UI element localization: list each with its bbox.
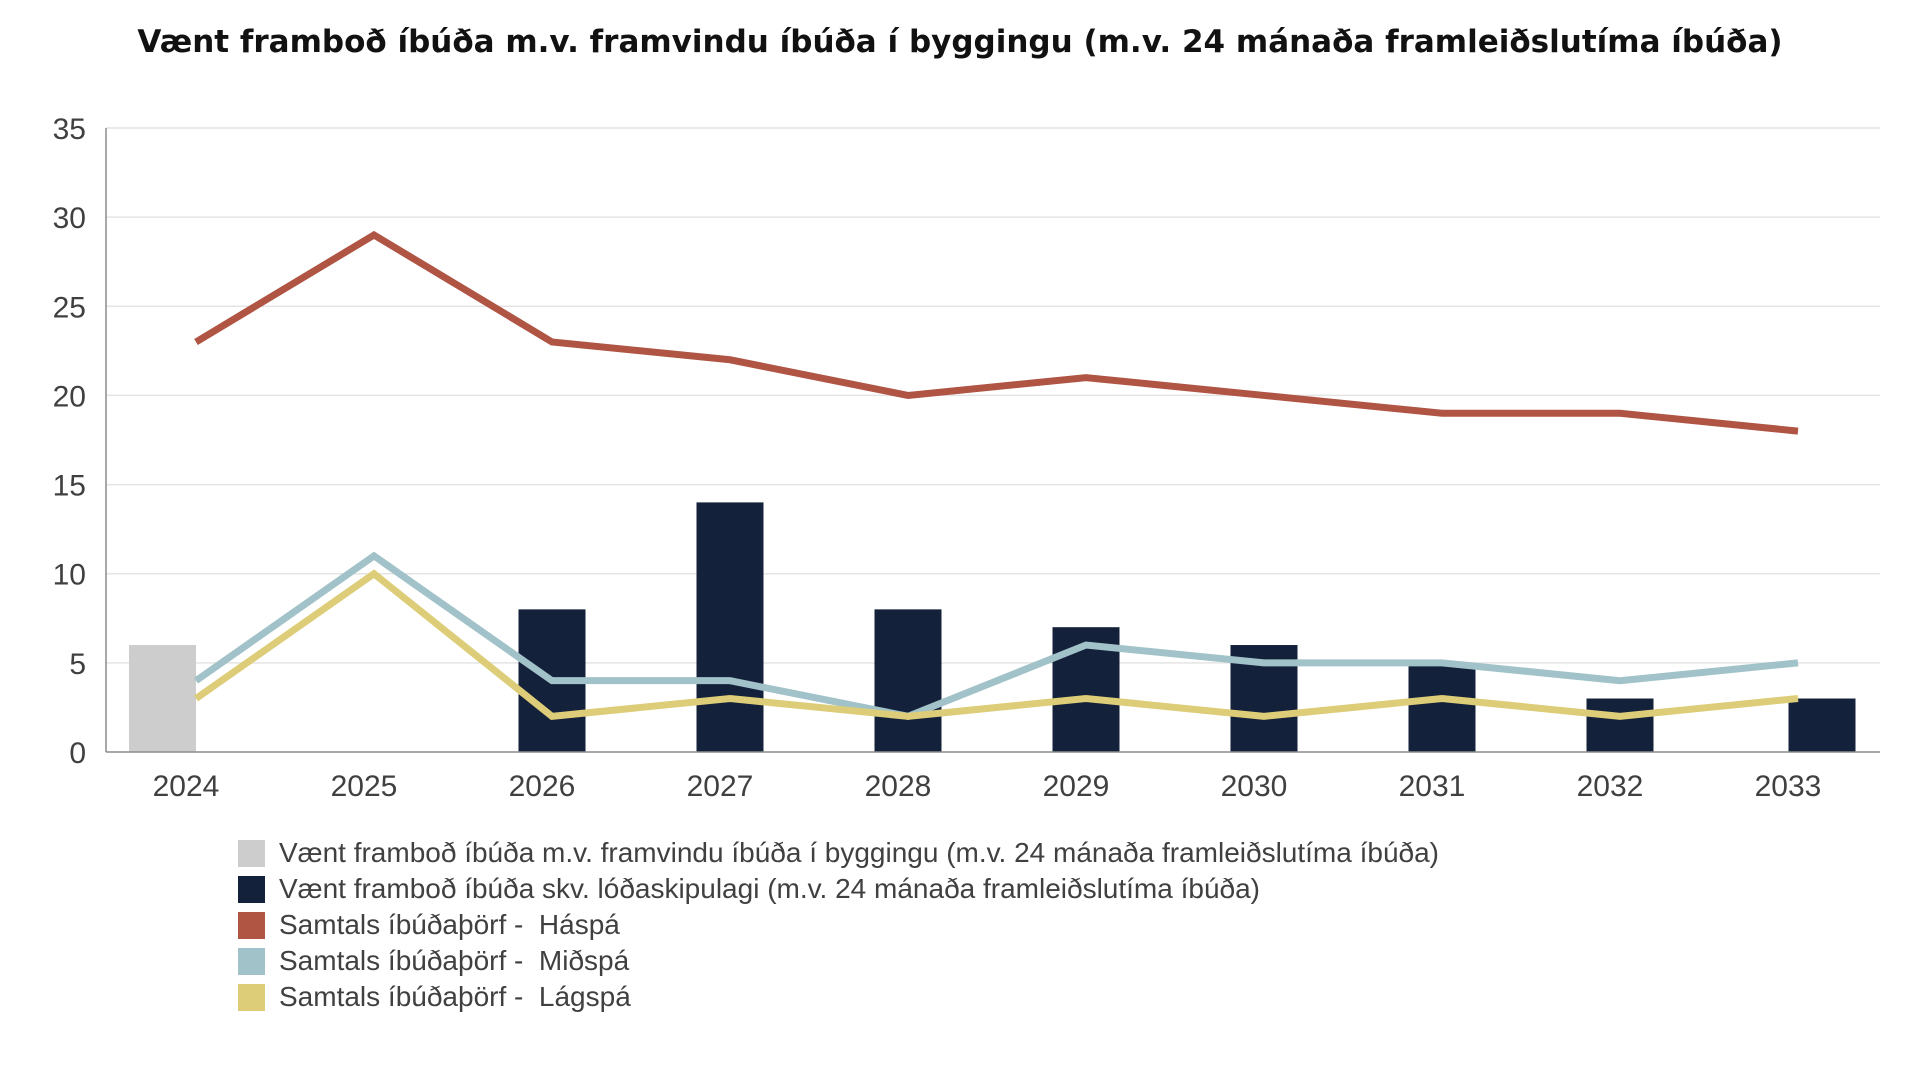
line-series bbox=[193, 551, 1799, 720]
y-tick-label: 20 bbox=[53, 380, 86, 413]
y-tick-label: 0 bbox=[69, 737, 86, 770]
bar-2032 bbox=[1586, 698, 1654, 752]
legend-label: Vænt framboð íbúða skv. lóðaskipulagi (m… bbox=[279, 873, 1260, 904]
y-tick-label: 5 bbox=[69, 648, 86, 681]
y-tick-label: 10 bbox=[53, 559, 86, 592]
line-layer bbox=[193, 230, 1799, 720]
legend-item: Samtals íbúðaþörf - Miðspá bbox=[238, 943, 1439, 979]
legend-item: Vænt framboð íbúða skv. lóðaskipulagi (m… bbox=[238, 871, 1439, 907]
legend-label: Samtals íbúðaþörf - Lágspá bbox=[279, 981, 631, 1012]
legend-label: Vænt framboð íbúða m.v. framvindu íbúða … bbox=[279, 837, 1439, 868]
legend-item: Samtals íbúðaþörf - Lágspá bbox=[238, 979, 1439, 1015]
x-tick-label: 2026 bbox=[509, 770, 576, 803]
bar-2024 bbox=[129, 645, 196, 752]
legend-item: Vænt framboð íbúða m.v. framvindu íbúða … bbox=[238, 835, 1439, 871]
bar-2031 bbox=[1408, 662, 1476, 752]
x-tick-label: 2029 bbox=[1043, 770, 1110, 803]
bar-2033 bbox=[1788, 698, 1856, 752]
legend-label: Samtals íbúðaþörf - Miðspá bbox=[279, 945, 630, 976]
y-tick-label: 30 bbox=[53, 202, 86, 235]
legend-swatch bbox=[238, 947, 265, 975]
bar-2028 bbox=[874, 609, 942, 752]
x-tick-label: 2030 bbox=[1221, 770, 1288, 803]
bar-layer bbox=[129, 502, 1856, 752]
chart-title: Vænt framboð íbúða m.v. framvindu íbúða … bbox=[137, 24, 1783, 60]
bar-2027 bbox=[696, 502, 764, 752]
x-tick-label: 2032 bbox=[1577, 770, 1644, 803]
x-tick-label: 2025 bbox=[331, 770, 398, 803]
y-tick-label: 15 bbox=[53, 470, 86, 503]
axes bbox=[105, 128, 1880, 753]
legend-swatch bbox=[238, 983, 265, 1011]
y-tick-label: 35 bbox=[53, 113, 86, 146]
x-tick-label: 2028 bbox=[865, 770, 932, 803]
y-tick-label: 25 bbox=[53, 291, 86, 324]
x-tick-label: 2033 bbox=[1755, 770, 1822, 803]
legend: Vænt framboð íbúða m.v. framvindu íbúða … bbox=[238, 835, 1439, 1015]
gridlines bbox=[106, 127, 1880, 664]
legend-swatch bbox=[238, 875, 265, 903]
x-tick-label: 2027 bbox=[687, 770, 754, 803]
legend-swatch bbox=[238, 911, 265, 939]
line-series bbox=[194, 230, 1799, 435]
line-series bbox=[193, 569, 1799, 720]
legend-label: Samtals íbúðaþörf - Háspá bbox=[279, 909, 620, 940]
legend-swatch bbox=[238, 839, 265, 867]
x-tick-label: 2024 bbox=[153, 770, 220, 803]
x-tick-label: 2031 bbox=[1399, 770, 1466, 803]
legend-item: Samtals íbúðaþörf - Háspá bbox=[238, 907, 1439, 943]
